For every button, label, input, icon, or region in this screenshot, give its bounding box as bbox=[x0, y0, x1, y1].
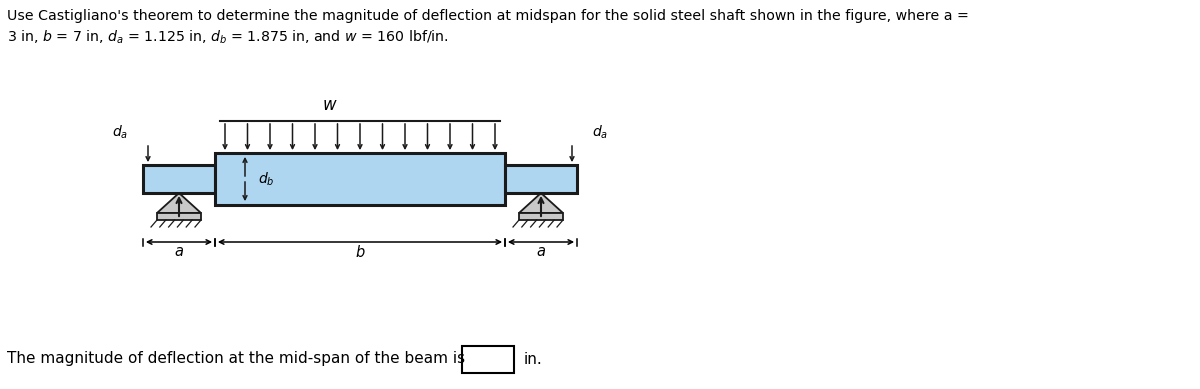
Text: Use Castigliano's theorem to determine the magnitude of deflection at midspan fo: Use Castigliano's theorem to determine t… bbox=[7, 9, 968, 23]
Bar bbox=[520, 213, 563, 220]
Polygon shape bbox=[157, 193, 202, 213]
Bar bbox=[143, 165, 215, 193]
Text: 3 in, $b$ = 7 in, $d_a$ = 1.125 in, $d_b$ = 1.875 in, and $w$ = 160 lbf/in.: 3 in, $b$ = 7 in, $d_a$ = 1.125 in, $d_b… bbox=[7, 29, 449, 46]
Bar bbox=[462, 346, 514, 373]
Text: $d_a$: $d_a$ bbox=[112, 124, 128, 141]
Text: $d_a$: $d_a$ bbox=[592, 124, 608, 141]
Polygon shape bbox=[520, 193, 563, 213]
Text: $a$: $a$ bbox=[174, 244, 184, 259]
Text: $d_b$: $d_b$ bbox=[258, 170, 275, 188]
Text: The magnitude of deflection at the mid-span of the beam is: The magnitude of deflection at the mid-s… bbox=[7, 352, 466, 366]
Bar bbox=[157, 213, 202, 220]
Text: in.: in. bbox=[524, 352, 542, 366]
Text: $w$: $w$ bbox=[322, 96, 338, 114]
Bar bbox=[505, 165, 577, 193]
Bar bbox=[215, 153, 505, 205]
Text: $b$: $b$ bbox=[355, 244, 365, 260]
Text: $a$: $a$ bbox=[536, 244, 546, 259]
